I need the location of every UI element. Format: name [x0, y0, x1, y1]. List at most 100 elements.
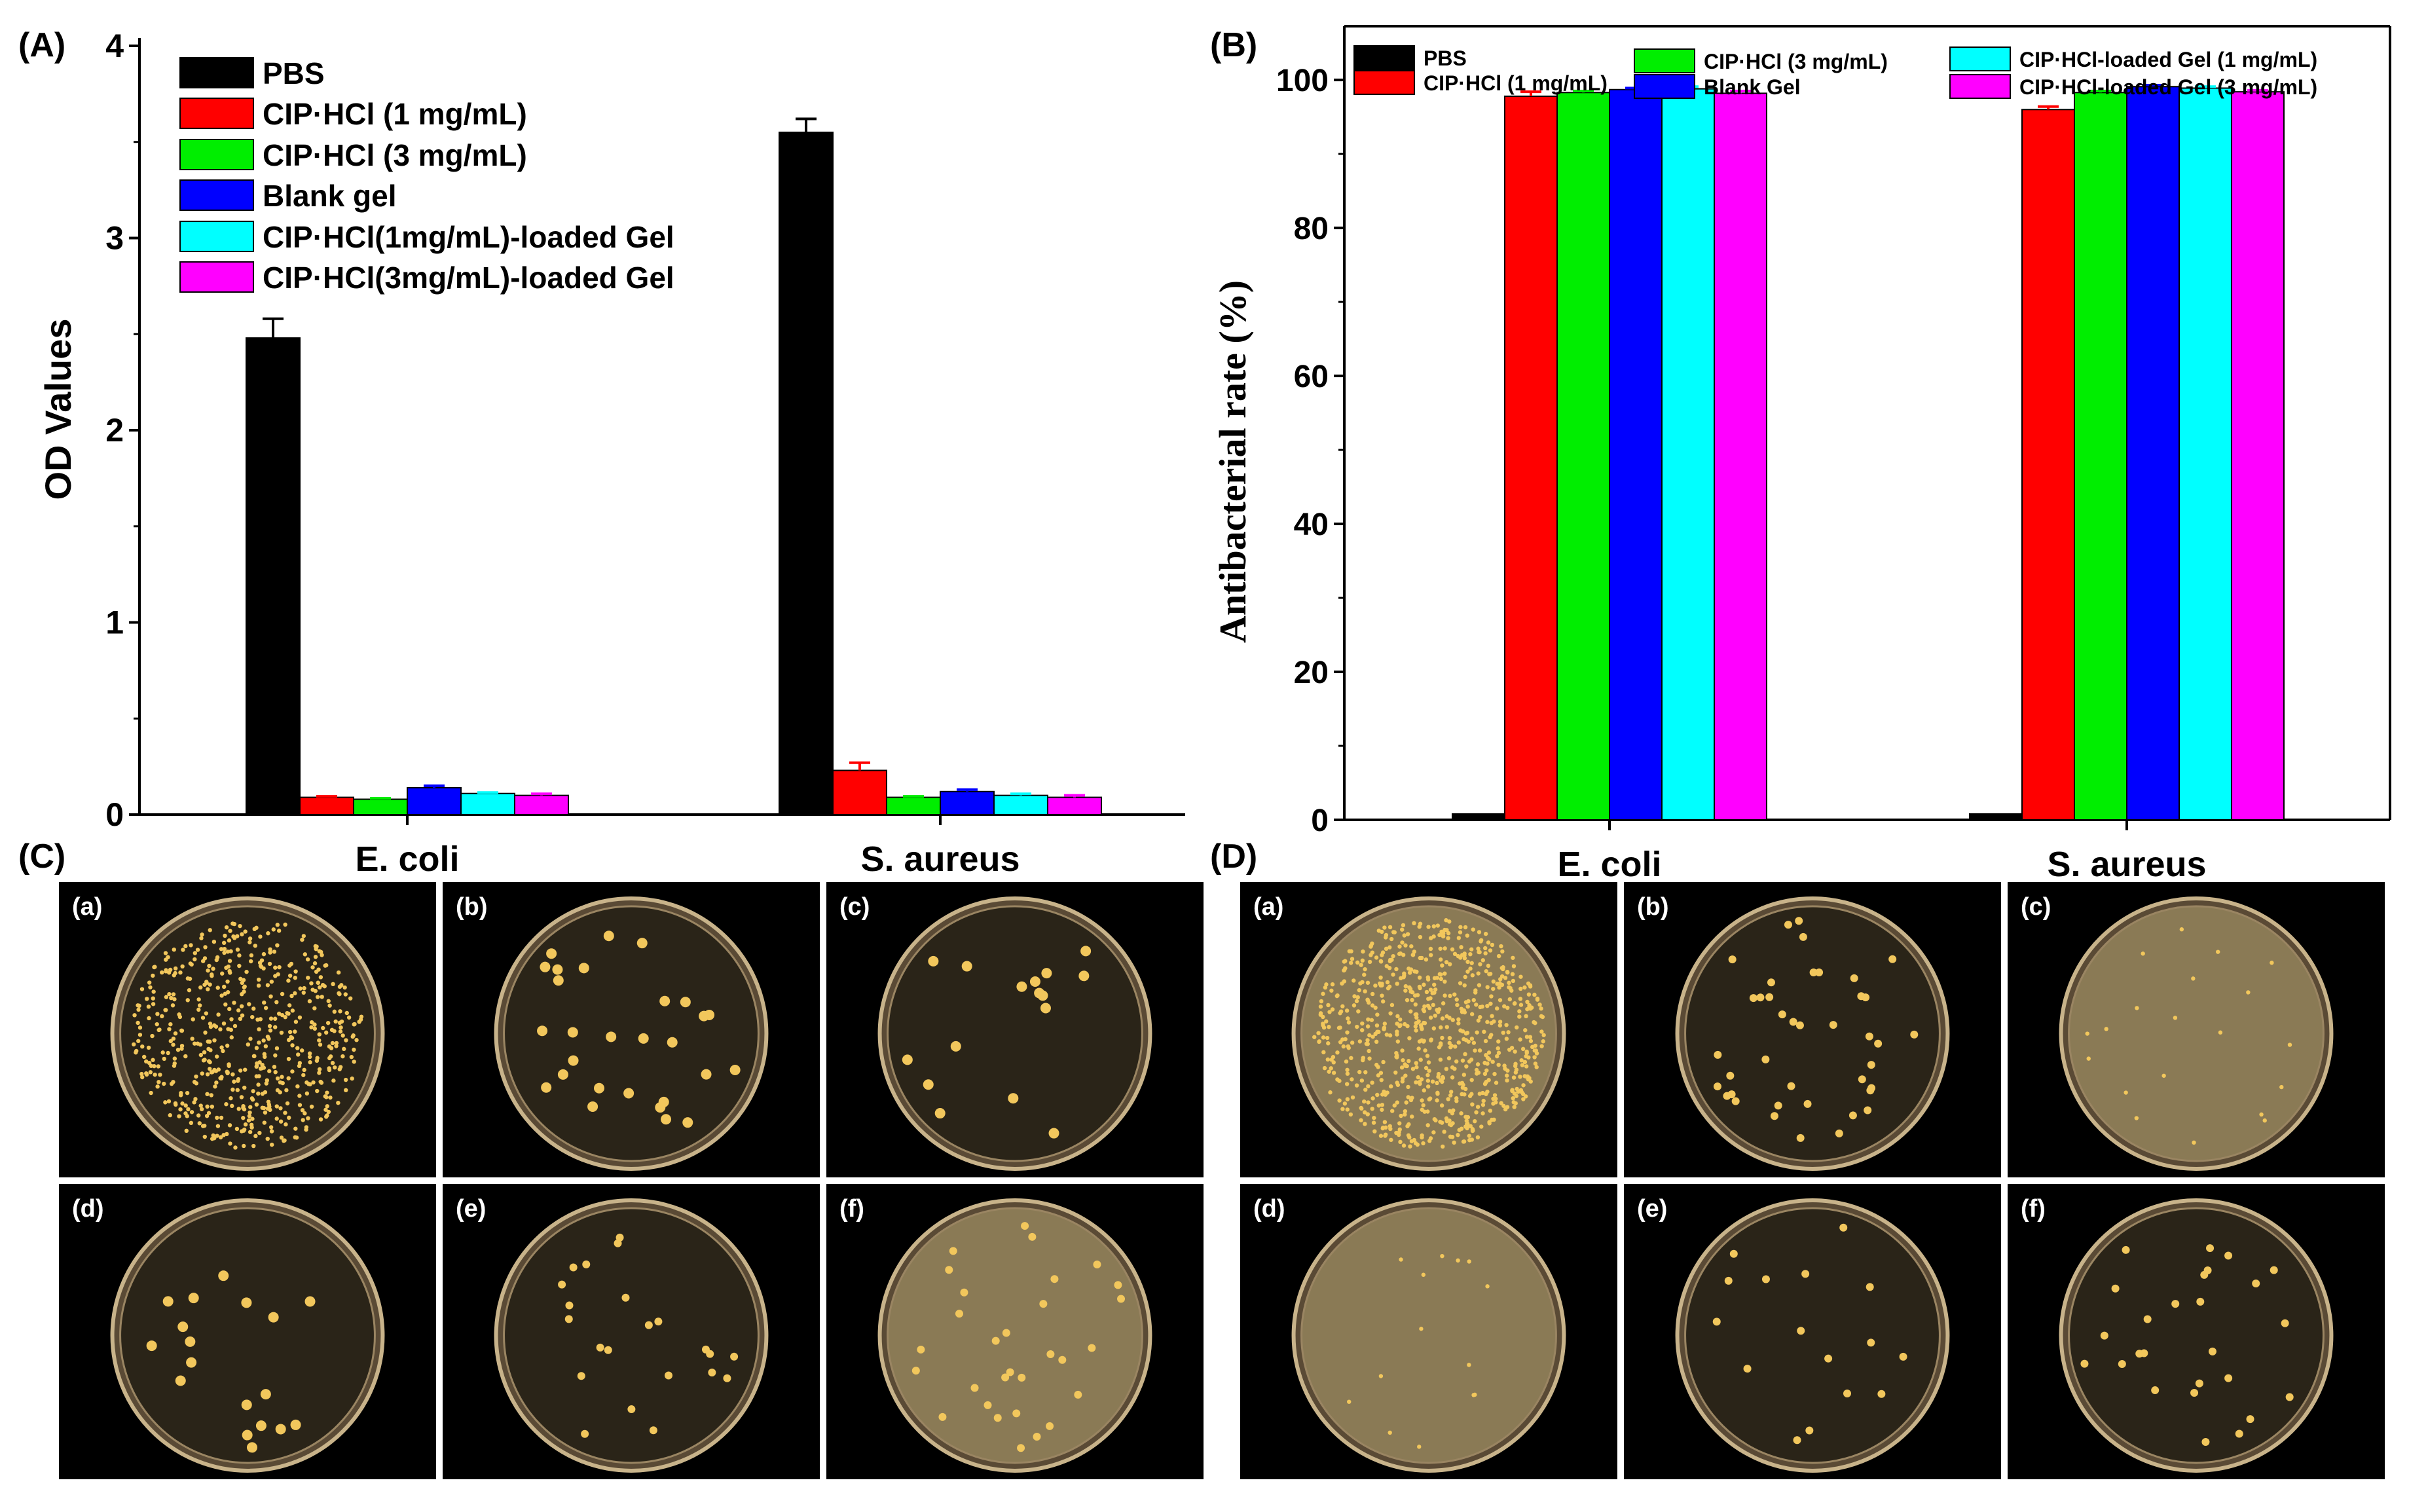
bacterial-colony: [667, 1037, 678, 1048]
bacterial-colony: [172, 947, 176, 952]
bacterial-colony: [1450, 1018, 1455, 1022]
bacterial-colony: [210, 1104, 215, 1109]
bacterial-colony: [1524, 1035, 1530, 1039]
bacterial-colony: [1866, 1086, 1875, 1095]
bacterial-colony: [1391, 972, 1395, 977]
bacterial-colony: [259, 1066, 264, 1071]
bacterial-colony: [1403, 1022, 1407, 1027]
bacterial-colony: [1370, 1003, 1375, 1008]
bacterial-colony: [2216, 950, 2220, 954]
bacterial-colony: [1428, 953, 1433, 957]
bacterial-colony: [1379, 1078, 1384, 1082]
bacterial-colony: [223, 991, 228, 996]
bacterial-colony: [1340, 1107, 1345, 1111]
petri-dish-agar: [887, 1207, 1143, 1464]
bacterial-colony: [949, 1247, 957, 1255]
bacterial-colony: [218, 1027, 223, 1032]
bacterial-colony: [295, 1084, 300, 1089]
bacterial-colony: [1452, 992, 1457, 997]
bacterial-colony: [1467, 1134, 1472, 1138]
bacterial-colony: [1331, 1071, 1336, 1075]
bacterial-colony: [1080, 946, 1092, 957]
bacterial-colony: [311, 1080, 316, 1085]
bacterial-colony: [1432, 982, 1437, 987]
bacterial-colony: [1380, 1107, 1384, 1112]
bacterial-colony: [272, 1065, 277, 1069]
bacterial-colony: [1441, 1144, 1445, 1149]
bacterial-colony: [1471, 1041, 1477, 1045]
bacterial-colony: [1316, 1031, 1321, 1035]
bacterial-colony: [193, 957, 197, 962]
bacterial-colony: [1367, 1056, 1372, 1061]
bacterial-colony: [1337, 1098, 1342, 1103]
bacterial-colony: [199, 936, 204, 940]
bacterial-colony: [1398, 1139, 1403, 1145]
bacterial-colony: [1046, 1350, 1055, 1359]
bacterial-colony: [1799, 932, 1807, 941]
bacterial-colony: [2161, 1073, 2166, 1078]
bacterial-colony: [1486, 963, 1491, 968]
bacterial-colony: [326, 1109, 331, 1115]
bacterial-colony: [1444, 1067, 1449, 1071]
bacterial-colony: [197, 1121, 202, 1126]
bacterial-colony: [212, 1038, 217, 1042]
bacterial-colony: [237, 953, 242, 958]
bacterial-colony: [193, 1041, 197, 1046]
bacterial-colony: [193, 1097, 198, 1101]
bacterial-colony: [138, 1033, 143, 1037]
bacterial-colony: [255, 1061, 259, 1066]
bacterial-colony: [323, 1107, 328, 1112]
bacterial-colony: [1422, 1109, 1427, 1114]
bacterial-colony: [704, 1009, 715, 1020]
bacterial-colony: [1444, 1025, 1449, 1029]
bacterial-colony: [1429, 1037, 1433, 1042]
bacterial-colony: [1462, 983, 1467, 987]
bacterial-colony: [923, 1079, 934, 1090]
bacterial-colony: [257, 1074, 261, 1079]
bacterial-colony: [158, 1073, 162, 1077]
bacterial-colony: [227, 959, 232, 963]
bacterial-colony: [1475, 1105, 1480, 1109]
bacterial-colony: [268, 947, 272, 952]
bacterial-colony: [1477, 1048, 1482, 1053]
bacterial-colony: [2246, 1415, 2254, 1424]
bacterial-colony: [1456, 1133, 1460, 1137]
bacterial-colony: [1425, 1054, 1430, 1058]
bacterial-colony: [172, 997, 177, 1002]
bacterial-colony: [2173, 1016, 2178, 1020]
bacterial-colony: [2151, 1386, 2160, 1395]
y-tick-label: 2: [105, 412, 124, 449]
bacterial-colony: [1001, 1373, 1010, 1382]
bacterial-colony: [1374, 1039, 1379, 1044]
bacterial-colony: [1348, 961, 1353, 965]
bacterial-colony: [1522, 1060, 1528, 1065]
bacterial-colony: [1028, 1232, 1037, 1241]
bacterial-colony: [179, 1028, 184, 1033]
bacterial-colony: [236, 1107, 241, 1111]
bacterial-colony: [1376, 1103, 1382, 1108]
bacterial-colony: [1370, 950, 1375, 955]
bacterial-colony: [302, 986, 306, 991]
bacterial-colony: [207, 963, 211, 968]
bacterial-colony: [198, 985, 203, 990]
bacterial-colony: [322, 984, 327, 989]
bacterial-colony: [1407, 1059, 1411, 1063]
bacterial-colony: [541, 1082, 552, 1093]
bacterial-colony: [1114, 1281, 1122, 1289]
legend-swatch: [179, 139, 254, 170]
bacterial-colony: [1484, 1092, 1488, 1096]
bacterial-colony: [1405, 932, 1410, 936]
bacterial-colony: [229, 1096, 233, 1101]
bacterial-colony: [1359, 1027, 1365, 1033]
bacterial-colony: [1318, 1012, 1323, 1017]
bacterial-colony: [1534, 1065, 1539, 1069]
bacterial-colony: [230, 1103, 234, 1109]
bacterial-colony: [1401, 1076, 1405, 1081]
bacterial-colony: [240, 932, 244, 936]
bacterial-colony: [1418, 1058, 1423, 1062]
bacterial-colony: [299, 1048, 304, 1053]
bacterial-colony: [178, 1107, 183, 1112]
bacterial-colony: [239, 1129, 244, 1134]
bacterial-colony: [1340, 1004, 1345, 1008]
bacterial-colony: [1387, 966, 1392, 970]
